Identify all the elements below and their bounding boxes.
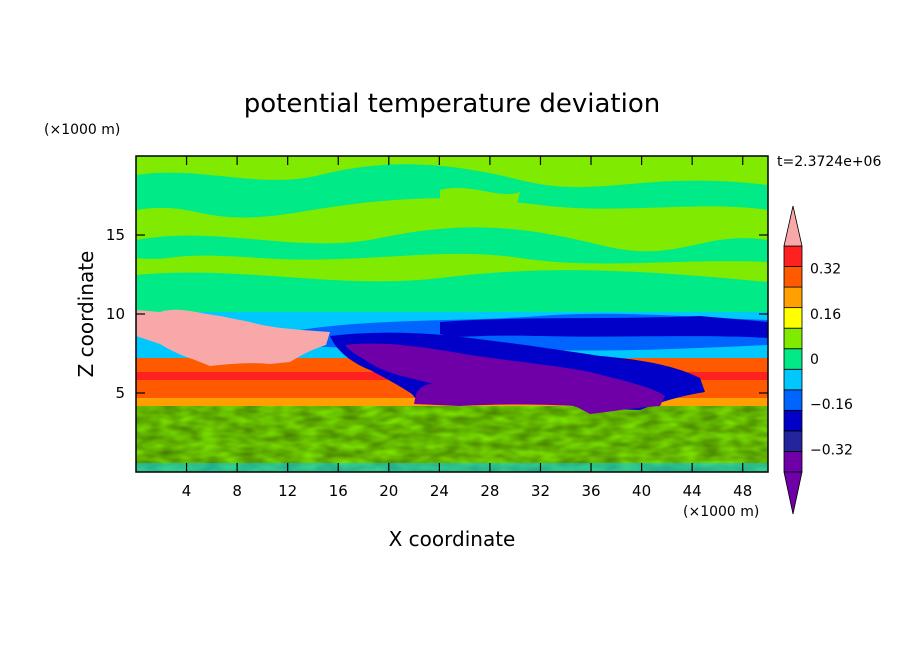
- colorbar-bin: [783, 286, 803, 309]
- x-tick-label: 28: [480, 482, 499, 500]
- time-label: t=2.3724e+06: [777, 154, 881, 170]
- x-tick-label: 36: [581, 482, 600, 500]
- colorbar-bin: [783, 451, 803, 473]
- y-axis-title: Z coordinate: [74, 251, 98, 378]
- colorbar-bin: [783, 348, 803, 370]
- x-tick-label: 4: [182, 482, 192, 500]
- heatmap-plot: [136, 156, 768, 472]
- cold-layer-core: [440, 316, 768, 338]
- colorbar-bin: [783, 307, 803, 329]
- x-tick-label: 44: [683, 482, 702, 500]
- x-axis: 4 8 12 16 20 24 28 32 36 40 44 48: [182, 156, 752, 500]
- upper-band-patches: [136, 164, 768, 306]
- x-unit-label: (×1000 m): [683, 504, 759, 520]
- colorbar-tick-label: 0: [810, 352, 819, 368]
- y-tick-label: 10: [106, 305, 125, 323]
- colorbar-bin: [783, 327, 803, 350]
- x-tick-label: 8: [232, 482, 242, 500]
- y-tick-label: 5: [115, 384, 125, 402]
- chart-title: potential temperature deviation: [244, 89, 660, 119]
- x-tick-label: 24: [430, 482, 449, 500]
- x-tick-label: 20: [379, 482, 398, 500]
- colorbar-tick-label: −0.16: [810, 397, 853, 413]
- x-tick-label: 32: [531, 482, 550, 500]
- x-tick-label: 12: [278, 482, 297, 500]
- x-tick-label: 40: [632, 482, 651, 500]
- colorbar-bin: [783, 409, 803, 432]
- x-tick-label: 48: [733, 482, 752, 500]
- y-axis: 5 10 15: [106, 226, 768, 402]
- colorbar-tick-label: −0.32: [810, 442, 853, 458]
- colorbar-bin: [783, 389, 803, 411]
- colorbar-bin: [783, 245, 803, 267]
- x-axis-title: X coordinate: [389, 527, 516, 551]
- colorbar-bin: [783, 430, 803, 452]
- y-unit-label: (×1000 m): [44, 122, 120, 138]
- colorbar: 0.32 0.16 0 −0.16 −0.32: [783, 205, 853, 515]
- colorbar-tick-label: 0.16: [810, 307, 841, 323]
- colorbar-extend-bottom: [783, 471, 803, 515]
- x-tick-label: 16: [329, 482, 348, 500]
- region-warm-anomaly: [136, 309, 330, 366]
- colorbar-bin: [783, 368, 803, 391]
- colorbar-extend-top: [783, 205, 803, 247]
- bottom-edge: [136, 463, 768, 472]
- lower-band-noise: [136, 406, 768, 472]
- y-tick-label: 15: [106, 226, 125, 244]
- colorbar-bin: [783, 266, 803, 288]
- colorbar-tick-label: 0.32: [810, 262, 841, 278]
- region-cold-anomaly: [345, 343, 665, 414]
